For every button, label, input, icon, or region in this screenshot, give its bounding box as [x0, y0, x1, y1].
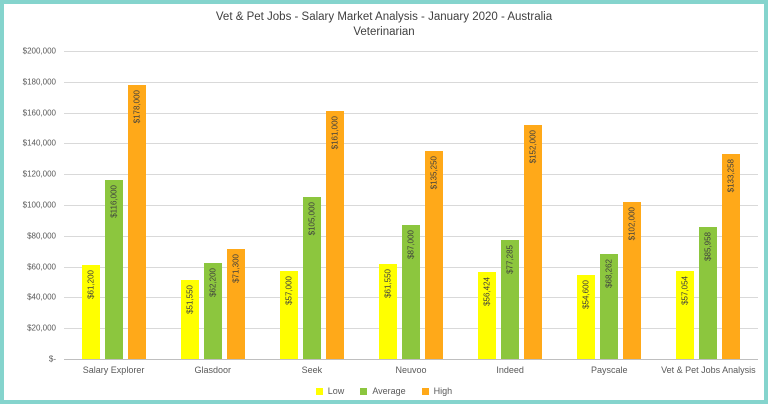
bar-value-label: $116,000 — [109, 185, 119, 219]
legend: Low Average High — [4, 386, 764, 396]
bar-group: $56,424 $77,285 $152,000 — [461, 51, 560, 359]
x-axis: Salary Explorer Glasdoor Seek Neuvoo Indeed P… — [64, 365, 758, 375]
bar-group: $54,600 $68,262 $102,000 — [560, 51, 659, 359]
bar-value-label: $51,550 — [185, 284, 195, 314]
bar-value-label: $68,262 — [604, 258, 614, 288]
x-category-label: Neuvoo — [395, 365, 427, 375]
bar-high: $102,000 — [623, 201, 642, 359]
bar-low: $54,600 — [577, 274, 596, 359]
bar-average: $62,200 — [203, 263, 222, 359]
bar-value-label: $161,000 — [330, 116, 340, 150]
bar-value-label: $54,600 — [581, 279, 591, 309]
bar-value-label: $71,300 — [231, 254, 241, 284]
bar-value-label: $133,258 — [726, 158, 736, 193]
bar-value-label: $77,285 — [505, 244, 515, 274]
bar-low: $51,550 — [180, 279, 199, 359]
legend-swatch-high — [421, 387, 429, 395]
legend-item-low: Low — [315, 386, 345, 396]
y-tick-label: $80,000 — [27, 231, 56, 241]
bar-average: $68,262 — [600, 253, 619, 359]
bar-low: $57,000 — [279, 271, 298, 359]
x-category-label: Seek — [301, 365, 323, 375]
y-tick-label: $140,000 — [22, 138, 56, 148]
legend-swatch-low — [315, 387, 323, 395]
chart-title: Vet & Pet Jobs - Salary Market Analysis … — [215, 11, 553, 23]
x-category-label: Salary Explorer — [82, 365, 145, 375]
bar-value-label: $61,550 — [383, 269, 393, 299]
chart-header: Vet & Pet Jobs - Salary Market Analysis … — [4, 10, 764, 40]
legend-label: Average — [372, 386, 406, 396]
gridline — [64, 174, 758, 176]
y-tick-label: $100,000 — [22, 200, 56, 210]
bar-group: $61,550 $87,000 $135,250 — [361, 51, 460, 359]
legend-label: Low — [327, 386, 345, 396]
y-tick-label: $160,000 — [22, 108, 56, 118]
x-category-label: Payscale — [591, 365, 628, 375]
legend-item-high: High — [421, 386, 453, 396]
y-tick-label: $180,000 — [22, 77, 56, 87]
bar-group: $61,200 $116,000 $178,000 — [64, 51, 163, 359]
bar-low: $61,200 — [81, 264, 100, 359]
y-tick-label: $40,000 — [27, 292, 56, 302]
bar-average: $85,958 — [699, 226, 718, 359]
gridline — [64, 81, 758, 83]
bar-average: $87,000 — [401, 225, 420, 359]
x-category-label: Glasdoor — [194, 365, 231, 375]
bar-low: $61,550 — [378, 264, 397, 359]
chart-subtitle: Veterinarian — [353, 26, 415, 38]
bar-value-label: $87,000 — [406, 230, 416, 259]
legend-item-average: Average — [360, 386, 406, 396]
bar-group: $57,054 $85,958 $133,258 — [659, 51, 758, 359]
bar-value-label: $135,250 — [429, 155, 439, 190]
y-tick-label: $20,000 — [27, 323, 56, 333]
bar-average: $105,000 — [302, 197, 321, 359]
y-tick-label: $120,000 — [22, 169, 56, 179]
bar-high: $178,000 — [127, 84, 146, 359]
bar-low: $57,054 — [676, 271, 695, 359]
x-category-label: Vet & Pet Jobs Analysis — [661, 365, 756, 375]
gridline — [64, 51, 758, 52]
bar-high: $135,250 — [424, 150, 443, 359]
bar-high: $161,000 — [325, 111, 344, 359]
bar-value-label: $57,000 — [284, 276, 294, 306]
gridline — [64, 205, 758, 206]
bar-value-label: $56,424 — [482, 277, 492, 307]
y-axis: $200,000 $180,000 $160,000 $140,000 $120,000… — [8, 47, 56, 364]
bar-value-label: $102,000 — [627, 206, 637, 241]
bar-value-label: $178,000 — [132, 89, 142, 124]
bar-value-label: $152,000 — [528, 129, 538, 164]
gridline — [64, 143, 758, 145]
bar-high: $71,300 — [226, 249, 245, 359]
bar-series-container: $61,200 $116,000 $178,000 $51,550 $62,200 $71… — [64, 51, 758, 359]
legend-label: High — [433, 386, 453, 396]
bar-group: $51,550 $62,200 $71,300 — [163, 51, 262, 359]
x-category-label: Indeed — [496, 365, 524, 375]
y-tick-label: $- — [48, 354, 56, 364]
bar-high: $133,258 — [722, 153, 741, 359]
bar-value-label: $85,958 — [703, 231, 713, 261]
y-tick-label: $200,000 — [22, 46, 56, 56]
bar-value-label: $57,054 — [680, 276, 690, 306]
bar-average: $77,285 — [501, 239, 520, 359]
bar-value-label: $105,000 — [307, 202, 317, 236]
gridline — [64, 112, 758, 114]
bar-average: $116,000 — [104, 180, 123, 359]
bar-high: $152,000 — [524, 124, 543, 359]
bar-group: $57,000 $105,000 $161,000 — [262, 51, 361, 359]
y-tick-label: $60,000 — [27, 262, 56, 272]
bar-value-label: $62,200 — [208, 268, 218, 298]
plot-area: $61,200 $116,000 $178,000 $51,550 $62,200 $71… — [64, 51, 758, 360]
bar-value-label: $61,200 — [86, 269, 96, 299]
bar-low: $56,424 — [478, 272, 497, 359]
legend-swatch-average — [360, 387, 368, 395]
